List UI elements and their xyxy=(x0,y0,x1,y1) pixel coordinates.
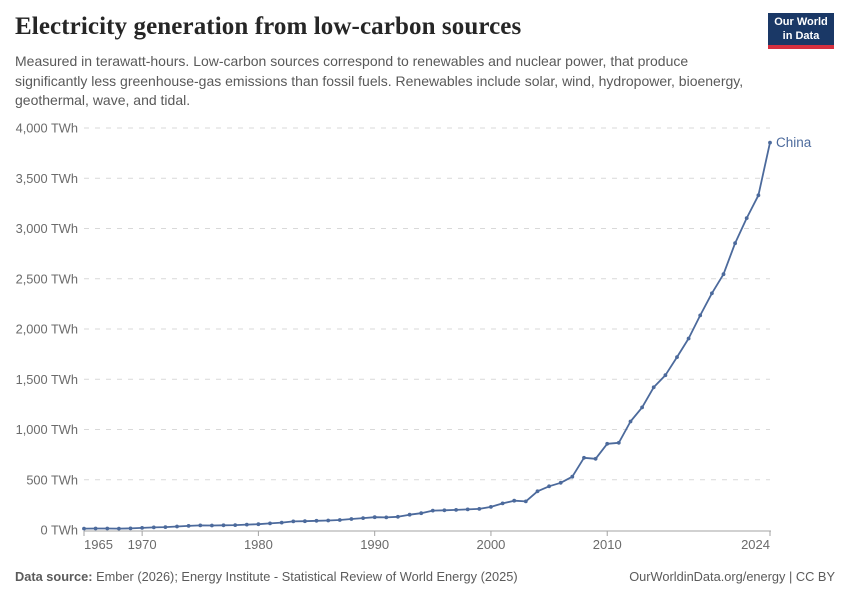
y-axis-label: 1,000 TWh xyxy=(16,422,78,437)
data-point xyxy=(756,193,761,198)
data-point xyxy=(698,313,703,318)
data-point xyxy=(593,456,598,461)
data-point xyxy=(640,405,644,410)
data-source-note: Data source: Ember (2026); Energy Instit… xyxy=(15,569,518,584)
data-point xyxy=(489,505,493,509)
data-point xyxy=(582,455,586,460)
data-point xyxy=(605,441,610,446)
x-axis-label: 1970 xyxy=(128,537,157,552)
data-point xyxy=(244,522,249,527)
data-point xyxy=(384,515,389,520)
data-point xyxy=(733,241,737,246)
x-axis-label: 1990 xyxy=(360,537,389,552)
data-point xyxy=(233,523,238,527)
x-axis-label: 2010 xyxy=(593,537,622,552)
owid-logo[interactable]: Our World in Data xyxy=(768,13,834,49)
chart-subtitle: Measured in terawatt-hours. Low-carbon s… xyxy=(15,53,744,108)
data-point xyxy=(535,489,540,494)
data-point xyxy=(570,474,575,479)
data-point xyxy=(93,526,98,531)
data-point xyxy=(465,507,470,512)
chart-footer: Data source: Ember (2026); Energy Instit… xyxy=(15,569,835,584)
data-point xyxy=(221,523,226,528)
data-point xyxy=(140,526,145,530)
data-point xyxy=(407,512,412,517)
y-axis-label: 0 TWh xyxy=(41,523,78,538)
data-point xyxy=(349,517,354,521)
data-point xyxy=(396,514,400,519)
data-point xyxy=(256,522,261,527)
x-axis-label: 1980 xyxy=(244,537,273,552)
data-point xyxy=(175,524,179,529)
data-point xyxy=(628,419,633,424)
data-point xyxy=(372,515,377,520)
data-point xyxy=(675,355,679,359)
data-point xyxy=(663,373,668,378)
data-point xyxy=(686,336,691,341)
data-point xyxy=(128,526,133,531)
data-point xyxy=(361,516,365,520)
page-title: Electricity generation from low-carbon s… xyxy=(15,13,522,40)
y-axis-label: 2,000 TWh xyxy=(16,322,78,337)
owid-url-link[interactable]: OurWorldinData.org/energy | CC BY xyxy=(629,569,835,584)
data-point xyxy=(151,525,156,530)
data-source-text: Ember (2026); Energy Institute - Statist… xyxy=(92,569,518,584)
owid-logo-line1: Our World xyxy=(774,16,828,28)
x-axis-label: 2024 xyxy=(741,537,770,552)
data-point xyxy=(337,518,342,522)
y-axis-label: 3,000 TWh xyxy=(16,221,78,236)
data-point xyxy=(558,480,563,485)
x-axis-label: 2000 xyxy=(476,537,505,552)
data-point xyxy=(616,440,621,445)
data-point xyxy=(163,525,168,529)
data-point xyxy=(721,272,726,277)
data-point xyxy=(512,498,517,503)
x-axis-label: 1965 xyxy=(84,537,113,552)
data-point xyxy=(291,519,296,524)
data-point xyxy=(117,526,121,531)
data-point xyxy=(477,507,482,511)
data-point xyxy=(82,526,86,531)
owid-logo-line2: in Data xyxy=(782,29,820,42)
y-axis-label: 1,500 TWh xyxy=(16,372,78,387)
data-point xyxy=(430,508,435,513)
data-point xyxy=(710,291,714,296)
y-axis-label: 500 TWh xyxy=(26,472,78,487)
data-point xyxy=(547,484,551,489)
data-point xyxy=(326,518,331,523)
data-point xyxy=(419,511,424,516)
data-point xyxy=(651,385,656,390)
data-point xyxy=(768,140,772,145)
data-point xyxy=(186,524,191,528)
data-point xyxy=(268,521,272,526)
data-point xyxy=(198,523,203,528)
y-axis-label: 3,500 TWh xyxy=(16,171,78,186)
data-point xyxy=(303,519,307,524)
data-point xyxy=(523,499,528,504)
y-axis-label: 4,000 TWh xyxy=(16,121,78,136)
series-end-label: China xyxy=(776,135,812,150)
series-line-china[interactable] xyxy=(83,141,771,530)
data-point xyxy=(279,520,284,525)
data-point xyxy=(744,216,749,221)
data-point xyxy=(105,526,110,531)
data-point xyxy=(454,508,458,512)
data-point xyxy=(314,518,319,523)
data-point xyxy=(500,501,505,506)
y-axis-label: 2,500 TWh xyxy=(16,271,78,286)
data-point xyxy=(442,508,447,513)
data-point xyxy=(210,523,214,528)
data-source-label: Data source: xyxy=(15,569,93,584)
